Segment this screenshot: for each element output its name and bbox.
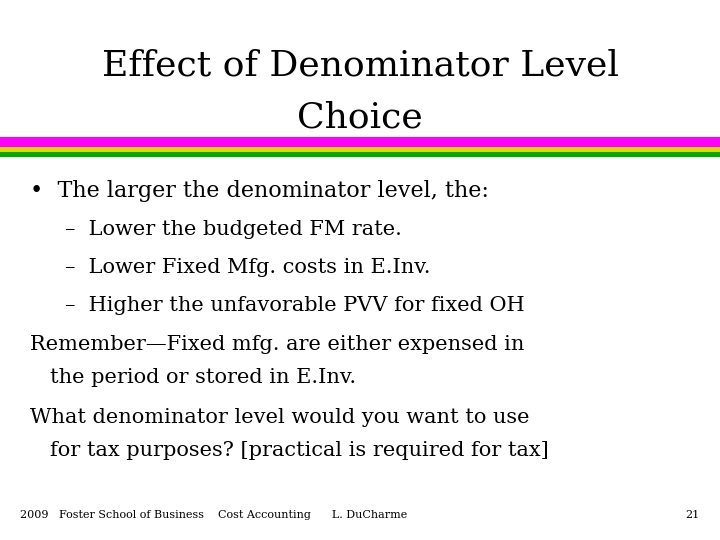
Text: Choice: Choice (297, 100, 423, 134)
Bar (0, 147, 720, 152)
Text: the period or stored in E.Inv.: the period or stored in E.Inv. (50, 368, 356, 387)
Text: for tax purposes? [practical is required for tax]: for tax purposes? [practical is required… (50, 441, 549, 460)
Bar (0, 152, 720, 157)
Text: –  Lower the budgeted FM rate.: – Lower the budgeted FM rate. (65, 220, 402, 239)
Text: 2009   Foster School of Business    Cost Accounting      L. DuCharme: 2009 Foster School of Business Cost Acco… (20, 510, 408, 520)
Text: –  Higher the unfavorable PVV for fixed OH: – Higher the unfavorable PVV for fixed O… (65, 296, 525, 315)
Text: What denominator level would you want to use: What denominator level would you want to… (30, 408, 529, 427)
Text: –  Lower Fixed Mfg. costs in E.Inv.: – Lower Fixed Mfg. costs in E.Inv. (65, 258, 431, 277)
Bar (0, 137, 720, 147)
Text: 21: 21 (685, 510, 700, 520)
Text: Remember—Fixed mfg. are either expensed in: Remember—Fixed mfg. are either expensed … (30, 335, 524, 354)
Text: Effect of Denominator Level: Effect of Denominator Level (102, 48, 618, 82)
Text: •  The larger the denominator level, the:: • The larger the denominator level, the: (30, 180, 489, 202)
